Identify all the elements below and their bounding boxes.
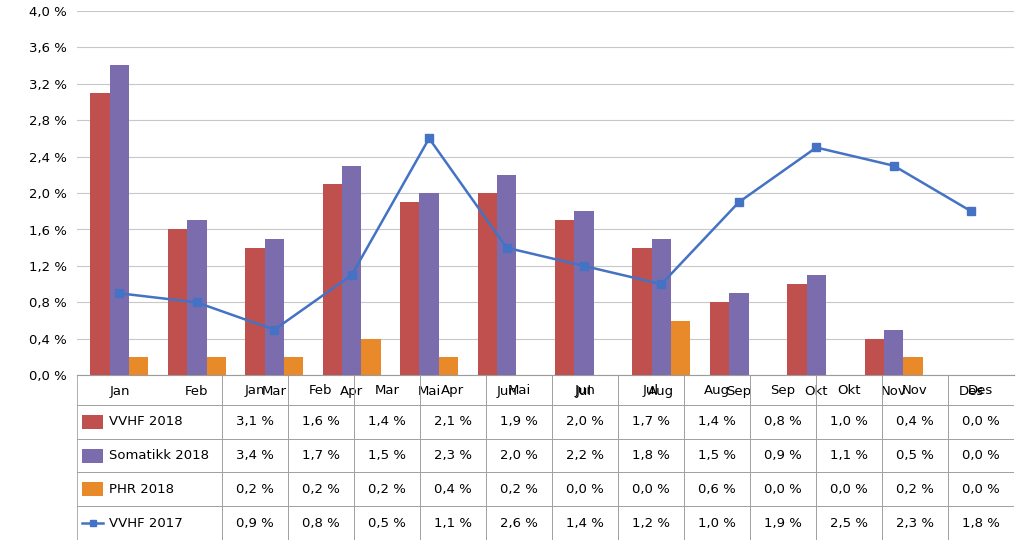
Bar (187, 220, 207, 375)
Text: 2,2 %: 2,2 % (566, 449, 604, 462)
Text: 1,0 %: 1,0 % (698, 517, 736, 530)
Text: Jun: Jun (574, 383, 595, 396)
Text: VVHF 2018: VVHF 2018 (109, 415, 182, 428)
Bar (323, 184, 342, 375)
Text: 0,8 %: 0,8 % (302, 517, 340, 530)
Text: Mar: Mar (375, 383, 399, 396)
Text: 1,5 %: 1,5 % (698, 449, 736, 462)
Bar (477, 193, 497, 375)
Bar (651, 239, 671, 375)
Text: 1,6 %: 1,6 % (302, 415, 340, 428)
Text: 1,7 %: 1,7 % (632, 415, 670, 428)
Text: 2,1 %: 2,1 % (434, 415, 472, 428)
Bar (497, 175, 516, 375)
Text: 3,4 %: 3,4 % (237, 449, 274, 462)
Bar (420, 193, 439, 375)
Text: Somatikk 2018: Somatikk 2018 (109, 449, 209, 462)
Text: 0,0 %: 0,0 % (764, 483, 802, 496)
Text: 0,4 %: 0,4 % (434, 483, 472, 496)
Bar (555, 220, 574, 375)
Bar (633, 248, 651, 375)
Text: 1,1 %: 1,1 % (434, 517, 472, 530)
Bar (671, 321, 690, 375)
Text: Jan: Jan (245, 383, 265, 396)
Text: 1,4 %: 1,4 % (698, 415, 736, 428)
Text: 1,2 %: 1,2 % (632, 517, 670, 530)
Bar (168, 230, 187, 375)
Text: Apr: Apr (441, 383, 465, 396)
Text: 1,8 %: 1,8 % (962, 517, 999, 530)
Text: 0,0 %: 0,0 % (566, 483, 604, 496)
Text: 0,2 %: 0,2 % (302, 483, 340, 496)
Text: Jul: Jul (643, 383, 659, 396)
Text: 0,2 %: 0,2 % (368, 483, 406, 496)
Bar (729, 293, 749, 375)
Text: 1,4 %: 1,4 % (566, 517, 604, 530)
Text: 0,6 %: 0,6 % (698, 483, 735, 496)
Text: 2,5 %: 2,5 % (829, 517, 867, 530)
Bar (439, 357, 458, 375)
Bar (864, 339, 884, 375)
Bar (884, 330, 903, 375)
Text: 0,0 %: 0,0 % (632, 483, 670, 496)
Text: 1,7 %: 1,7 % (302, 449, 340, 462)
Text: Nov: Nov (902, 383, 928, 396)
Text: 1,4 %: 1,4 % (368, 415, 406, 428)
Text: 2,3 %: 2,3 % (434, 449, 472, 462)
Text: 0,4 %: 0,4 % (896, 415, 934, 428)
Text: 0,8 %: 0,8 % (764, 415, 802, 428)
Bar (82, 482, 103, 496)
Bar (807, 275, 826, 375)
Text: 0,2 %: 0,2 % (237, 483, 274, 496)
Text: Feb: Feb (309, 383, 333, 396)
Text: 0,2 %: 0,2 % (500, 483, 538, 496)
Text: 1,9 %: 1,9 % (500, 415, 538, 428)
Text: 0,0 %: 0,0 % (962, 415, 999, 428)
Text: 1,1 %: 1,1 % (829, 449, 867, 462)
Text: 0,0 %: 0,0 % (962, 449, 999, 462)
Text: Des: Des (968, 383, 993, 396)
Text: 3,1 %: 3,1 % (236, 415, 274, 428)
Bar (82, 415, 103, 429)
Bar (245, 248, 264, 375)
Text: 1,0 %: 1,0 % (829, 415, 867, 428)
Text: 0,0 %: 0,0 % (829, 483, 867, 496)
Text: Aug: Aug (703, 383, 730, 396)
Text: 1,8 %: 1,8 % (632, 449, 670, 462)
Text: 1,5 %: 1,5 % (368, 449, 406, 462)
Text: VVHF 2017: VVHF 2017 (109, 517, 182, 530)
Bar (574, 211, 594, 375)
Bar (710, 302, 729, 375)
Text: 2,0 %: 2,0 % (566, 415, 604, 428)
Text: PHR 2018: PHR 2018 (109, 483, 174, 496)
Bar (207, 357, 226, 375)
Bar (264, 239, 284, 375)
Text: 2,0 %: 2,0 % (500, 449, 538, 462)
Text: Sep: Sep (770, 383, 796, 396)
Text: 0,2 %: 0,2 % (896, 483, 934, 496)
Text: 2,6 %: 2,6 % (500, 517, 538, 530)
Bar (342, 166, 361, 375)
Text: 0,9 %: 0,9 % (237, 517, 273, 530)
Text: 2,3 %: 2,3 % (896, 517, 934, 530)
Text: 0,0 %: 0,0 % (962, 483, 999, 496)
Text: Okt: Okt (837, 383, 860, 396)
Bar (110, 65, 129, 375)
Bar (903, 357, 923, 375)
Text: 0,5 %: 0,5 % (896, 449, 934, 462)
Bar (400, 202, 420, 375)
Bar (90, 93, 110, 375)
Bar (129, 357, 148, 375)
Bar (82, 449, 103, 463)
Text: 0,9 %: 0,9 % (764, 449, 802, 462)
Bar (361, 339, 381, 375)
Bar (787, 284, 807, 375)
Text: Mai: Mai (507, 383, 530, 396)
Text: 1,9 %: 1,9 % (764, 517, 802, 530)
Bar (284, 357, 303, 375)
Text: 0,5 %: 0,5 % (368, 517, 406, 530)
